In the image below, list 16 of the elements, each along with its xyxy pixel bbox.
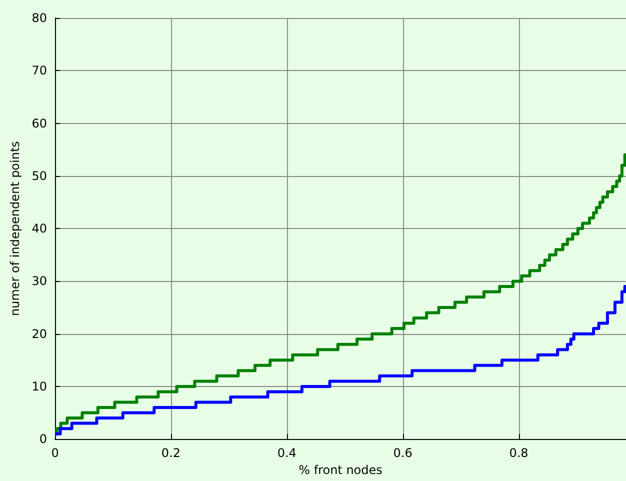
- y-tick-label: 0: [39, 432, 47, 446]
- y-tick-label: 60: [32, 116, 47, 130]
- x-tick-label: 0: [51, 446, 59, 460]
- y-tick-label: 40: [32, 222, 47, 236]
- y-tick-label: 20: [32, 326, 47, 341]
- y-tick-label: 50: [32, 168, 47, 183]
- y-tick-label: 70: [32, 64, 47, 78]
- x-tick-label: 0.6: [393, 446, 412, 460]
- x-tick-label: 0.2: [161, 446, 180, 460]
- y-axis-title: numer of independent points: [8, 141, 22, 316]
- x-axis-title: % front nodes: [298, 463, 382, 477]
- y-tick-label: 10: [32, 379, 47, 394]
- y-tick-label: 80: [32, 11, 47, 25]
- y-tick-label: 30: [32, 274, 47, 288]
- x-tick-label: 0.8: [509, 446, 528, 460]
- x-tick-label: 0.4: [277, 446, 296, 460]
